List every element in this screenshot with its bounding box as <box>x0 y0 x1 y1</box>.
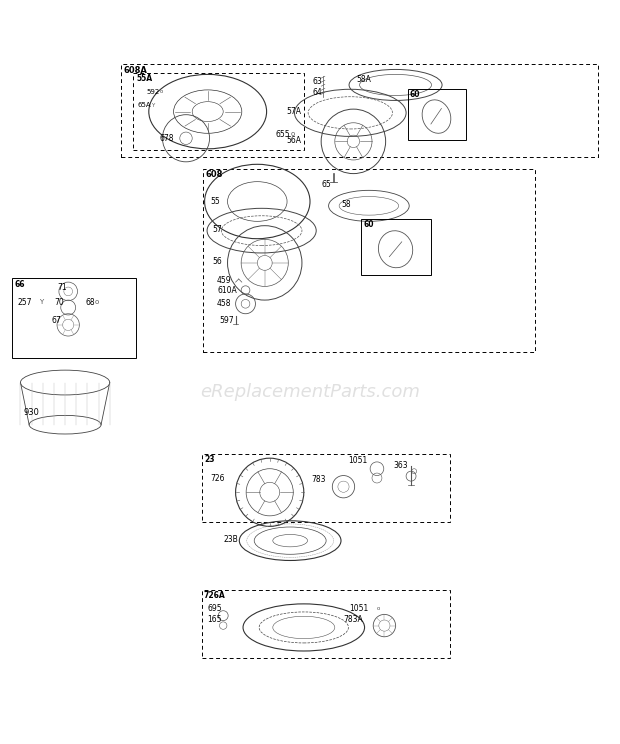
Text: 68: 68 <box>86 298 95 307</box>
Text: 678: 678 <box>160 134 174 143</box>
Text: 726A: 726A <box>204 591 226 600</box>
Text: 726: 726 <box>211 474 225 483</box>
Text: 55A: 55A <box>136 74 153 83</box>
Bar <box>203 169 535 351</box>
Text: 58: 58 <box>341 200 351 209</box>
Text: 655: 655 <box>276 130 291 139</box>
Text: 60: 60 <box>410 90 420 99</box>
Text: 1051: 1051 <box>349 604 368 613</box>
Bar <box>121 64 598 157</box>
Text: o: o <box>376 606 379 611</box>
Bar <box>12 278 136 358</box>
Text: 65A: 65A <box>138 103 151 109</box>
Text: 58A: 58A <box>356 75 371 84</box>
Text: 165: 165 <box>208 615 222 624</box>
Bar <box>408 89 466 140</box>
Text: 1051: 1051 <box>348 455 368 464</box>
Text: 610A: 610A <box>217 286 237 295</box>
Text: 458: 458 <box>217 299 231 308</box>
Bar <box>133 72 304 150</box>
Text: 783: 783 <box>311 475 326 484</box>
Text: 459: 459 <box>217 276 232 286</box>
Text: 70: 70 <box>55 298 64 307</box>
Text: Y: Y <box>39 299 43 305</box>
Text: 608: 608 <box>206 170 223 179</box>
Text: 23: 23 <box>204 455 215 464</box>
Bar <box>361 219 431 275</box>
Text: 56A: 56A <box>286 136 301 145</box>
Text: 57: 57 <box>212 225 222 234</box>
Text: 60: 60 <box>363 220 374 229</box>
Text: 64: 64 <box>312 88 322 97</box>
Text: o: o <box>95 299 99 305</box>
Text: 592: 592 <box>147 89 160 94</box>
Text: o: o <box>290 131 294 137</box>
Text: 23B: 23B <box>223 535 238 544</box>
Text: 608A: 608A <box>124 66 148 75</box>
Text: o: o <box>160 89 163 94</box>
Text: Y: Y <box>151 103 154 108</box>
Text: 63: 63 <box>312 77 322 86</box>
Text: 695: 695 <box>208 604 223 613</box>
Text: 66: 66 <box>15 280 25 289</box>
Text: 71: 71 <box>58 283 68 292</box>
Text: 597: 597 <box>219 316 234 325</box>
Text: 783A: 783A <box>343 615 363 624</box>
Bar <box>202 590 450 658</box>
Text: 363: 363 <box>393 461 408 469</box>
Text: 56: 56 <box>212 257 222 266</box>
Text: eReplacementParts.com: eReplacementParts.com <box>200 383 420 401</box>
Text: 67: 67 <box>51 316 61 325</box>
Text: 930: 930 <box>24 408 40 417</box>
Text: 55: 55 <box>211 197 221 206</box>
Text: 257: 257 <box>17 298 32 307</box>
Text: 57A: 57A <box>286 107 301 116</box>
Bar <box>202 454 450 522</box>
Text: 65: 65 <box>321 179 331 189</box>
